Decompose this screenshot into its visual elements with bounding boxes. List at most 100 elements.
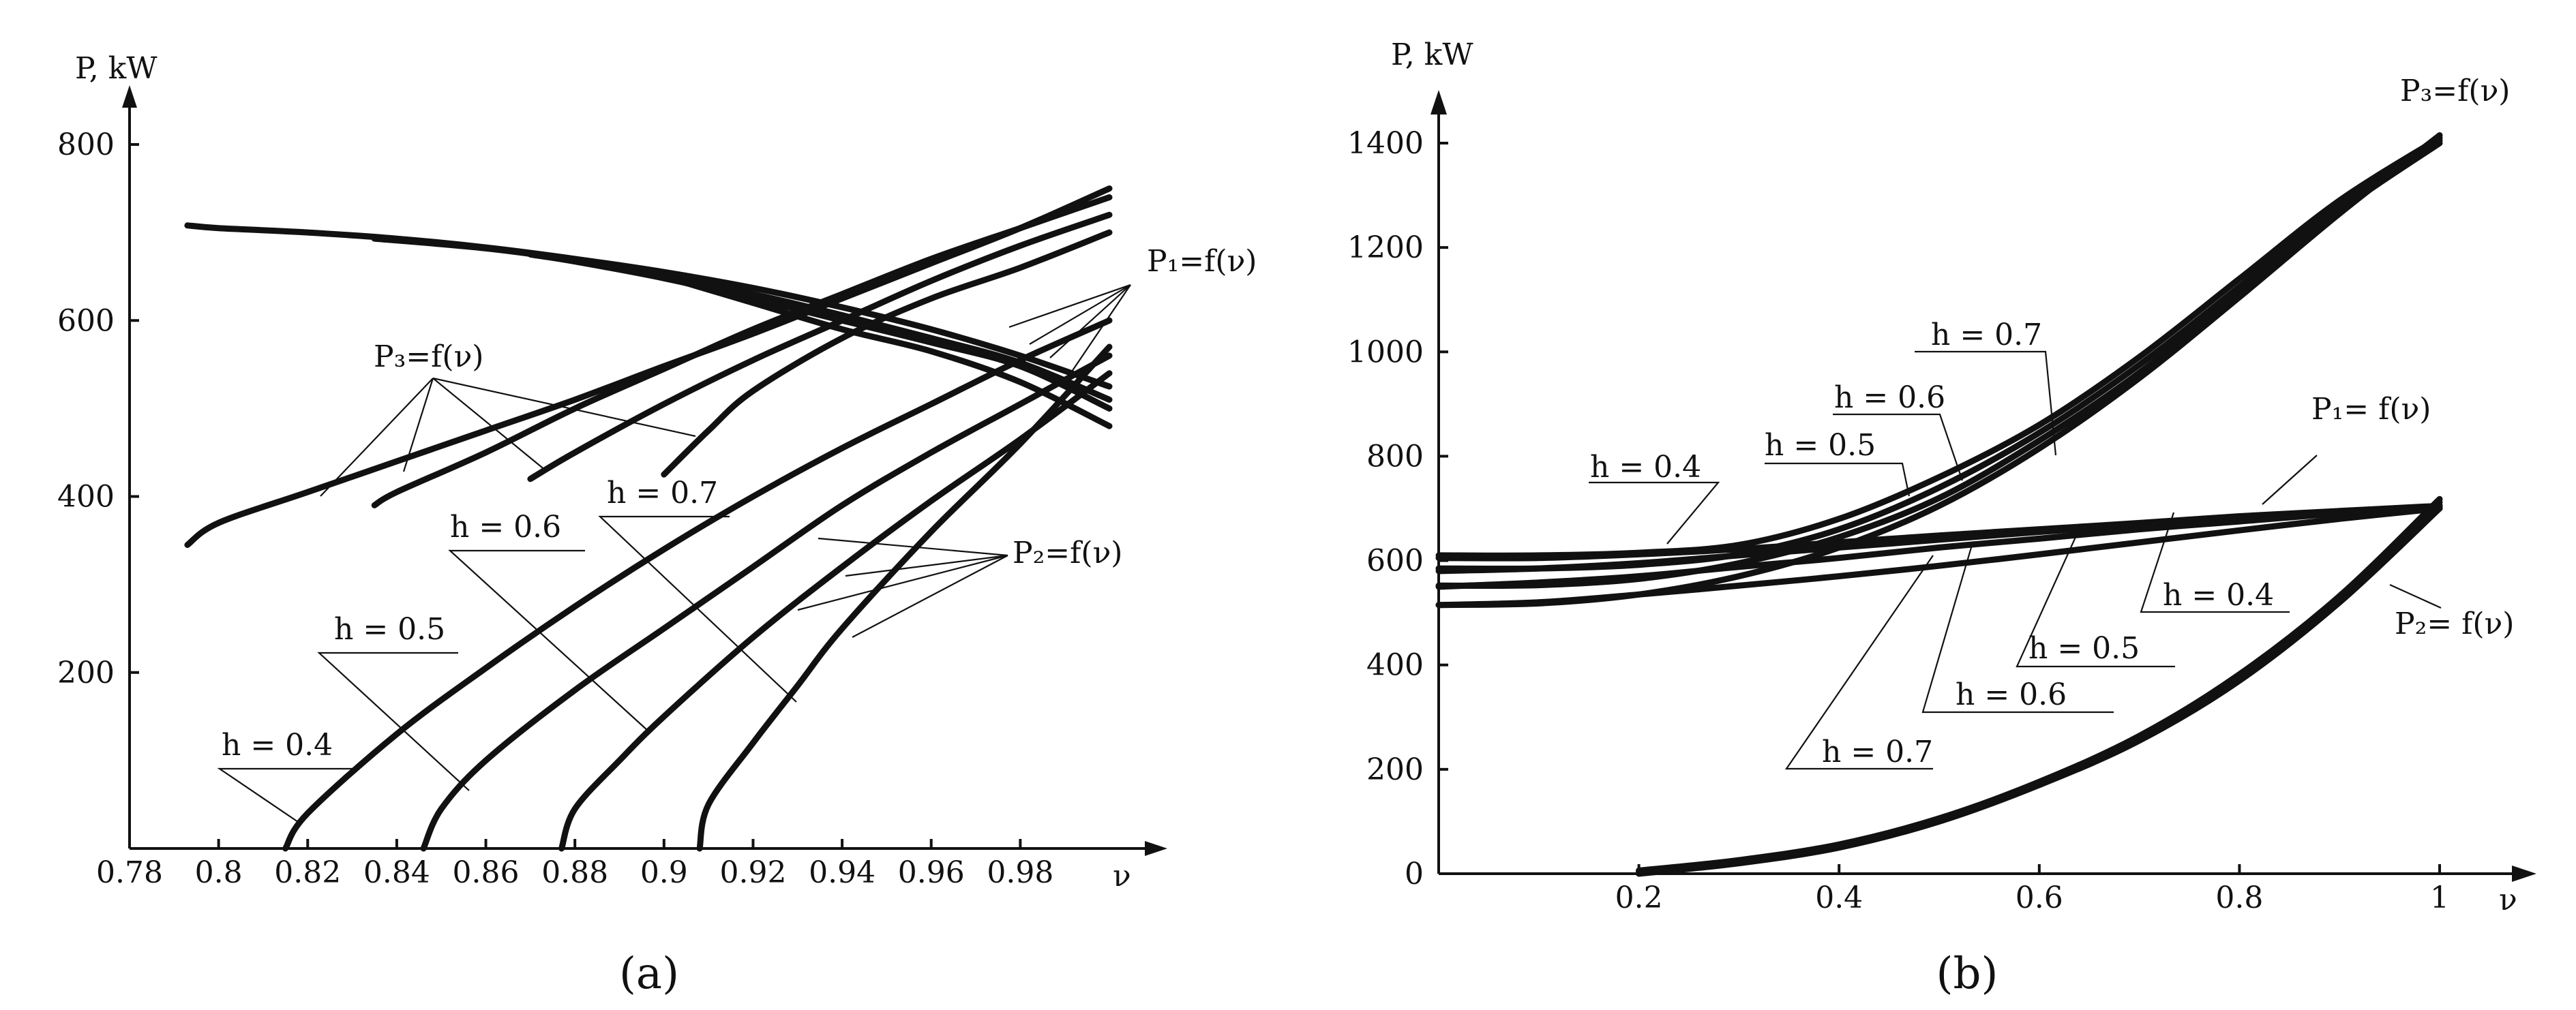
x-tick-label: 0.78 (96, 855, 163, 890)
panel-a-y-axis-title: P, kW (75, 51, 158, 86)
series-b-p3-h04 (1435, 134, 2443, 559)
leader-b-h06 (1833, 413, 1964, 481)
annotation-b-h07: h = 0.7 (1931, 318, 2042, 352)
series-a-p2-h07 (696, 343, 1113, 852)
y-tick-label: 600 (57, 303, 115, 338)
leader-a-p2 (852, 555, 1008, 638)
x-tick-label: 0.9 (640, 855, 688, 890)
leader-a-p1 (1008, 284, 1131, 328)
panel-a-x-axis-arrow (1145, 841, 1167, 856)
x-tick-label: 0.82 (274, 855, 341, 890)
annotation-b-h05: h = 0.5 (1765, 428, 1876, 463)
x-tick-label: 0.88 (541, 855, 608, 890)
x-tick-label: 0.84 (363, 855, 430, 890)
series-a-p3-h04 (184, 185, 1113, 548)
y-tick-label: 800 (1366, 439, 1424, 474)
annotation-a-h06: h = 0.6 (450, 510, 561, 545)
annotation-b-h04: h = 0.4 (1590, 450, 1701, 485)
leader-a-p1 (1049, 284, 1131, 358)
x-tick-label: 0.92 (719, 855, 786, 890)
series-b-p1-h06 (1435, 505, 2443, 590)
panel-b-y-ticks: 0 200 400 600 800 1000 1200 1400 (1347, 126, 1448, 891)
annotation-b-h07-lower: h = 0.7 (1822, 735, 1933, 769)
series-b-p2-h07 (1636, 495, 2443, 874)
y-tick-label: 0 (1405, 857, 1424, 891)
series-a-p1-h07 (661, 273, 1113, 429)
leader-a-p1 (1029, 284, 1131, 345)
annotation-b-p1: P₁= f(ν) (2311, 392, 2431, 427)
leader-b-h04 (1589, 481, 1720, 545)
y-tick-label: 800 (57, 127, 115, 162)
leader-a-p3 (432, 378, 546, 471)
panel-b-series (1435, 132, 2443, 877)
panel-a-annotations: P₁=f(ν) P₃=f(ν) P₂=f(ν) h = 0.4 h = 0.5 … (222, 244, 1257, 763)
y-tick-label: 600 (1366, 544, 1424, 579)
y-tick-label: 1000 (1347, 335, 1424, 369)
leader-b-h06-lower (1921, 545, 2114, 714)
annotation-a-p2: P₂=f(ν) (1013, 536, 1122, 570)
x-tick-label: 0.4 (1815, 881, 1863, 915)
panel-b: P, kW ν 0.2 0.4 0.6 0.8 1 0 200 400 600 800 1000 1… (1347, 37, 2536, 999)
series-a-p1-h04 (184, 222, 1113, 390)
leader-b-h05 (1765, 462, 1911, 497)
panel-b-x-ticks: 0.2 0.4 0.6 0.8 1 (1615, 864, 2449, 915)
annotation-b-p2: P₂= f(ν) (2395, 607, 2514, 641)
annotation-a-p1: P₁=f(ν) (1147, 244, 1257, 279)
panel-a-y-ticks: 200 400 600 800 (57, 127, 139, 690)
annotation-b-h06-lower: h = 0.6 (1956, 677, 2067, 712)
leader-a-p2 (818, 537, 1008, 557)
y-tick-label: 200 (1366, 752, 1424, 787)
leader-a-p3 (432, 377, 696, 438)
series-b-p3-h05 (1435, 137, 2443, 572)
panel-b-y-axis-arrow (1431, 90, 1447, 114)
panel-a-series (184, 185, 1113, 852)
x-tick-label: 0.96 (898, 855, 965, 890)
annotation-b-h06: h = 0.6 (1834, 380, 1945, 415)
series-a-p3-h06 (527, 211, 1113, 483)
y-tick-label: 200 (57, 656, 115, 690)
leader-b-h05-lower (2016, 527, 2175, 668)
leader-a-p3 (402, 378, 434, 472)
annotation-b-h05-lower: h = 0.5 (2028, 631, 2140, 666)
leader-a-h07 (598, 515, 797, 703)
leader-a-p2 (845, 554, 1008, 577)
panel-b-caption: (b) (1936, 949, 1998, 999)
series-a-p1-h05 (371, 235, 1113, 403)
y-tick-label: 400 (1366, 648, 1424, 683)
leader-a-p2 (797, 554, 1008, 611)
annotation-b-h04-lower: h = 0.4 (2163, 578, 2274, 613)
leader-b-p1 (2262, 455, 2318, 505)
x-tick-label: 0.8 (195, 855, 243, 890)
series-a-p3-h07 (661, 229, 1113, 478)
x-tick-label: 0.94 (809, 855, 875, 890)
leader-b-h07 (1915, 350, 2057, 456)
series-a-p2-h06 (558, 370, 1113, 852)
panel-a-x-ticks: 0.78 0.8 0.82 0.84 0.86 0.88 0.9 0.92 0.94 0.96 0.… (96, 839, 1053, 890)
annotation-b-p3: P₃=f(ν) (2400, 74, 2510, 108)
panel-b-leaders (1589, 350, 2442, 770)
panel-b-y-axis-title: P, kW (1391, 37, 1473, 72)
leader-a-h04 (217, 767, 355, 824)
x-tick-label: 0.8 (2215, 881, 2263, 915)
annotation-a-h05: h = 0.5 (334, 612, 445, 647)
annotation-a-h04: h = 0.4 (222, 728, 333, 763)
series-a-p2-h04 (282, 317, 1113, 852)
y-tick-label: 400 (57, 480, 115, 515)
annotation-a-p3: P₃=f(ν) (374, 339, 483, 374)
series-a-p3-h05 (371, 194, 1113, 508)
annotation-a-h07: h = 0.7 (607, 476, 718, 510)
y-tick-label: 1200 (1347, 230, 1424, 265)
x-tick-label: 0.98 (987, 855, 1053, 890)
leader-a-p1 (1070, 284, 1131, 374)
y-tick-label: 1400 (1347, 126, 1424, 161)
leader-a-h05 (317, 652, 470, 791)
panel-a-y-axis-arrow (122, 85, 137, 108)
leader-a-h06 (448, 549, 648, 731)
panel-b-x-axis-title: ν (2499, 883, 2517, 917)
leader-a-p3 (320, 378, 434, 497)
leader-b-h04-lower (2140, 512, 2290, 613)
x-tick-label: 0.2 (1615, 881, 1663, 915)
panel-a-leaders (217, 284, 1131, 824)
panel-a-caption: (a) (619, 949, 679, 999)
